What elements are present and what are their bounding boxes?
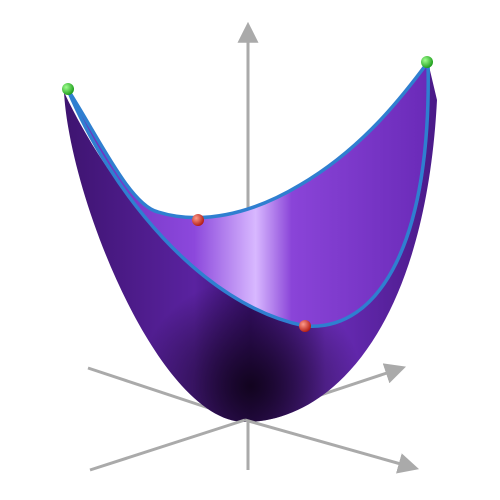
point [299,320,311,332]
point [62,83,74,95]
axis-line [89,418,246,472]
surface-shadow [64,62,437,422]
point [421,56,433,68]
axis-line [244,418,420,474]
surface-inner [68,62,429,327]
point [192,214,204,226]
rim-back [66,60,430,220]
axes-front [89,418,420,474]
